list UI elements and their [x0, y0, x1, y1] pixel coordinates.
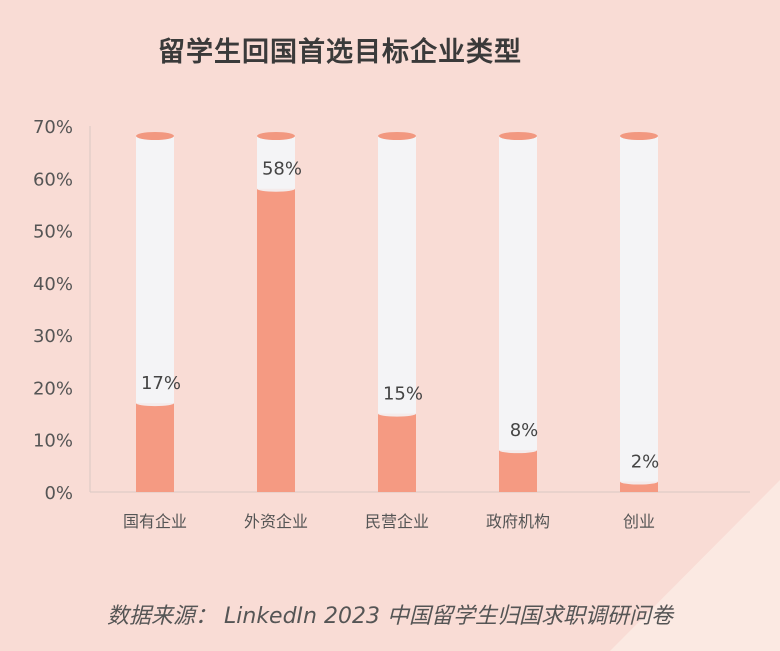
bar-top-edge [257, 185, 295, 192]
bar [136, 403, 174, 492]
source-note: 数据来源： LinkedIn 2023 中国留学生归国求职调研问卷 [107, 604, 673, 629]
y-tick-label: 70% [33, 117, 73, 138]
bar-track [620, 136, 658, 492]
bar-track-cap [499, 132, 537, 140]
bar-top-edge [136, 400, 174, 407]
x-tick-label: 创业 [623, 512, 655, 531]
x-tick-label: 国有企业 [123, 512, 187, 531]
bar-track [499, 136, 537, 492]
y-tick-label: 60% [33, 169, 73, 190]
bar [378, 413, 416, 492]
bar-track-cap [136, 132, 174, 140]
data-label: 17% [141, 373, 181, 394]
data-label: 15% [383, 384, 423, 405]
bar-top-edge [378, 410, 416, 417]
x-tick-label: 外资企业 [244, 512, 308, 531]
y-tick-label: 40% [33, 274, 73, 295]
bar-top-edge [620, 478, 658, 485]
y-tick-label: 20% [33, 378, 73, 399]
y-tick-label: 50% [33, 222, 73, 243]
y-tick-label: 0% [44, 483, 73, 504]
y-tick-label: 10% [33, 431, 73, 452]
bar-track-cap [257, 132, 295, 140]
bar [257, 188, 295, 492]
data-label: 2% [631, 452, 660, 473]
bar [620, 481, 658, 492]
bar-track-cap [378, 132, 416, 140]
x-tick-label: 政府机构 [486, 512, 550, 531]
bar-top-edge [499, 447, 537, 454]
chart-title: 留学生回国首选目标企业类型 [158, 37, 522, 68]
bar [499, 450, 537, 492]
y-tick-label: 30% [33, 326, 73, 347]
bar-track-cap [620, 132, 658, 140]
x-tick-label: 民营企业 [365, 512, 429, 531]
data-label: 8% [510, 420, 539, 441]
data-label: 58% [262, 159, 302, 180]
